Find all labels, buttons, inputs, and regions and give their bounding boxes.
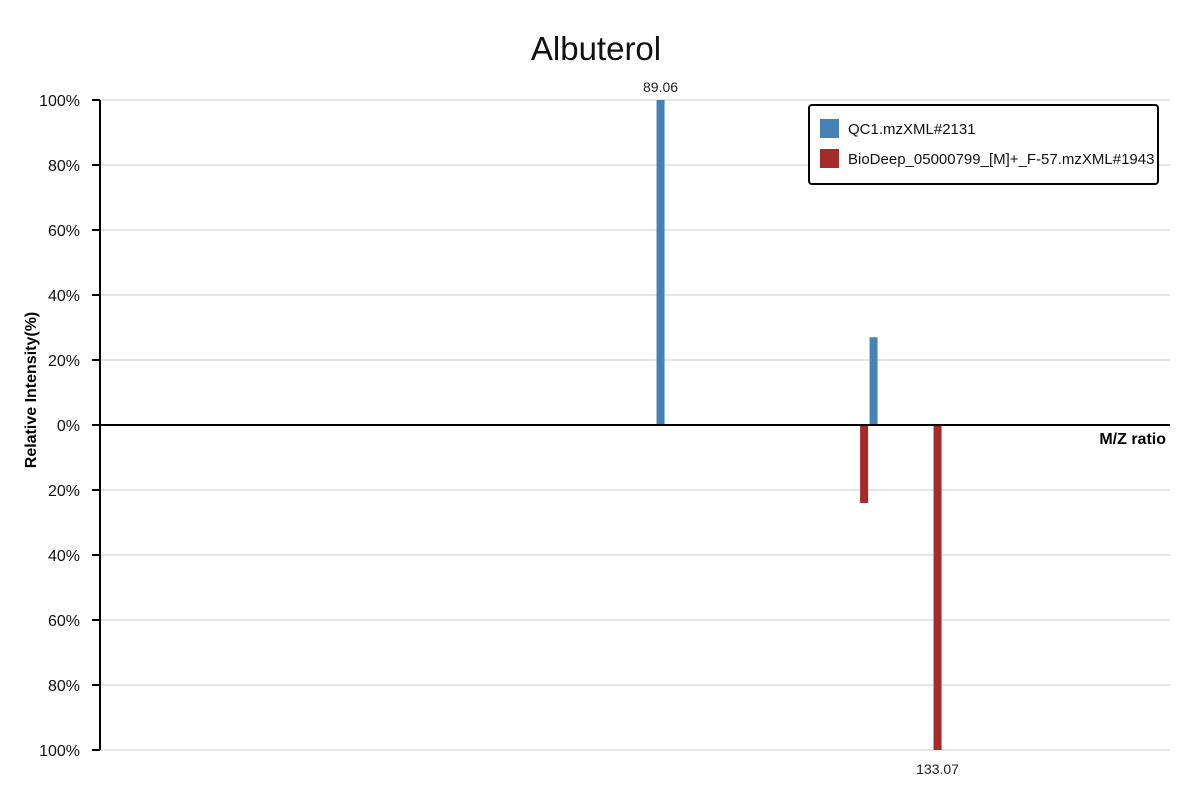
peak-bar xyxy=(869,337,878,425)
y-tick-label: 0% xyxy=(57,418,80,435)
axes-layer xyxy=(92,99,1170,751)
y-tick-label: 100% xyxy=(39,93,80,110)
grid-layer xyxy=(100,99,1170,751)
peak-bar xyxy=(656,100,665,425)
y-tick-label: 20% xyxy=(48,353,80,370)
y-tick-label: 80% xyxy=(48,678,80,695)
y-tick-label: 20% xyxy=(48,483,80,500)
legend-box xyxy=(808,104,1159,185)
legend-swatch xyxy=(820,119,839,138)
peak-bar xyxy=(933,425,942,750)
legend: QC1.mzXML#2131 BioDeep_05000799_[M]+_F-57… xyxy=(808,104,1159,185)
peak-bar xyxy=(860,425,869,503)
legend-label: QC1.mzXML#2131 xyxy=(848,121,976,138)
y-tick-label: 100% xyxy=(39,743,80,760)
legend-swatch xyxy=(820,149,839,168)
y-axis-title: Relative Intensity(%) xyxy=(23,312,40,468)
y-tick-label: 40% xyxy=(48,548,80,565)
y-tick-label: 80% xyxy=(48,158,80,175)
legend-label: BioDeep_05000799_[M]+_F-57.mzXML#1943 xyxy=(848,151,1154,168)
y-tick-label: 60% xyxy=(48,613,80,630)
bars-layer xyxy=(656,100,942,750)
y-tick-label: 60% xyxy=(48,223,80,240)
peak-label: 89.06 xyxy=(643,79,678,95)
x-axis-title: M/Z ratio xyxy=(1099,431,1166,448)
chart-title: Albuterol xyxy=(531,30,661,67)
y-tick-label: 40% xyxy=(48,288,80,305)
peak-label: 133.07 xyxy=(916,761,959,777)
labels-layer: 100% 80% 60% 40% 20% 0% 20% 40% 60% 80% 100% 89.06 1… xyxy=(39,79,959,777)
